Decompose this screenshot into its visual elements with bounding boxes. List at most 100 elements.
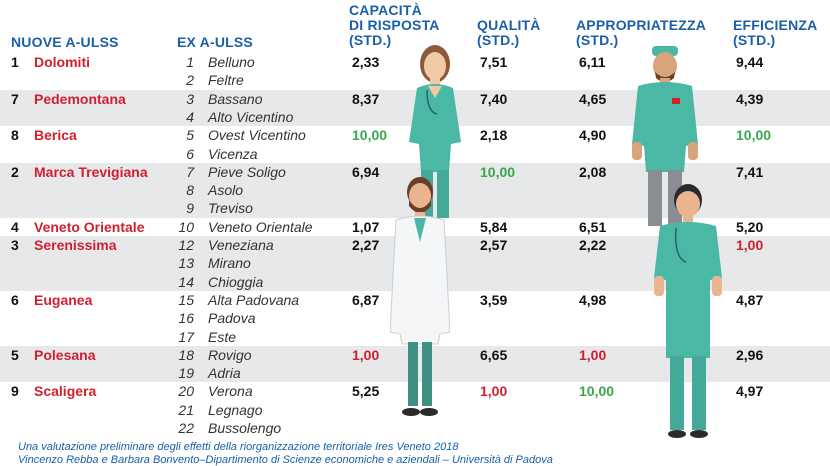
ulss-number: 7: [11, 90, 19, 107]
ex-ulss-name: Feltre: [208, 72, 244, 89]
header-nuove-a-ulss: NUOVE A-ULSS: [11, 34, 119, 50]
ex-ulss-number: 19: [178, 365, 194, 382]
efficienza-value: 1,00: [736, 237, 764, 253]
qualita-value: 1,00: [480, 383, 508, 400]
capacita-value: 6,87: [352, 291, 380, 308]
ulss-name: Euganea: [34, 291, 93, 308]
efficienza-value: 5,20: [736, 218, 764, 235]
qualita-value: 6,65: [480, 346, 508, 363]
ulss-name: Marca Trevigiana: [34, 163, 148, 180]
qualita-value: 5,84: [480, 218, 508, 235]
appropriatezza-value: 4,90: [579, 127, 607, 144]
ex-ulss-number: 9: [186, 200, 194, 217]
capacita-value: 6,94: [352, 163, 380, 180]
efficienza-value: 4,97: [736, 383, 764, 400]
efficienza-value: 10,00: [736, 127, 772, 144]
appropriatezza-value: 10,00: [579, 383, 615, 400]
ulss-number: 6: [11, 291, 19, 308]
efficienza-value: 7,41: [736, 163, 764, 180]
ex-ulss-number: 7: [186, 163, 194, 180]
appropriatezza-value: 6,11: [579, 54, 606, 70]
ex-ulss-name: Padova: [208, 310, 256, 327]
ex-ulss-number: 22: [178, 420, 194, 436]
capacita-value: 5,25: [352, 383, 380, 400]
ulss-number: 3: [11, 237, 19, 253]
ex-ulss-name: Veneto Orientale: [208, 218, 313, 235]
table-row: 7 Pedemontana 8,37 7,40 4,65 4,39 3 Bassano: [0, 89, 830, 108]
ex-ulss-number: 5: [186, 127, 194, 144]
table-row: 9 Scaligera 5,25 1,00 10,00 4,97 20 Verona: [0, 382, 830, 400]
ulss-name: Berica: [34, 127, 77, 144]
appropriatezza-value: 2,08: [579, 163, 607, 180]
ex-ulss-name: Treviso: [208, 200, 253, 217]
capacita-value: 2,27: [352, 237, 380, 253]
appropriatezza-value: 2,22: [579, 237, 607, 253]
ex-ulss-name: Belluno: [208, 54, 255, 70]
ulss-number: 8: [11, 127, 19, 144]
table-row: 6 Euganea 6,87 3,59 4,98 4,87 15 Alta Padovana: [0, 291, 830, 309]
capacita-value: 2,33: [352, 54, 380, 70]
ex-ulss-number: 1: [186, 54, 194, 70]
table-subrow: 21 Legnago: [0, 401, 830, 419]
ex-ulss-number: 12: [178, 237, 194, 253]
ex-ulss-name: Chioggia: [208, 273, 264, 290]
ulss-name: Dolomiti: [34, 54, 90, 70]
ex-ulss-number: 3: [186, 90, 194, 107]
footnote-authors: Vincenzo Rebba e Barbara Bonvento–Dipart…: [18, 454, 553, 466]
header-efficienza: EFFICIENZA (STD.): [733, 17, 818, 48]
ex-ulss-number: 8: [186, 182, 194, 199]
ulss-number: 5: [11, 346, 19, 363]
table-row: 4 Veneto Orientale 1,07 5,84 6,51 5,20 10 Venet…: [0, 218, 830, 236]
appropriatezza-value: 1,00: [579, 346, 607, 363]
male-nurse-illustration: [654, 184, 722, 438]
ex-ulss-name: Rovigo: [208, 346, 252, 363]
appropriatezza-value: 6,51: [579, 218, 607, 235]
header-qualita: QUALITÀ (STD.): [477, 17, 541, 48]
ex-ulss-name: Veneziana: [208, 237, 274, 253]
ex-ulss-name: Verona: [208, 383, 253, 400]
ex-ulss-number: 4: [186, 108, 194, 125]
ulss-name: Serenissima: [34, 237, 117, 253]
ex-ulss-number: 6: [186, 145, 194, 162]
ex-ulss-number: 13: [178, 255, 194, 272]
ex-ulss-name: Mirano: [208, 255, 251, 272]
ulss-name: Veneto Orientale: [34, 218, 145, 235]
ex-ulss-number: 14: [178, 273, 194, 290]
efficienza-value: 4,39: [736, 90, 764, 107]
ex-ulss-name: Asolo: [208, 182, 244, 199]
ulss-name: Polesana: [34, 346, 96, 363]
ex-ulss-name: Pieve Soligo: [208, 163, 286, 180]
qualita-value: 10,00: [480, 163, 516, 180]
ex-ulss-name: Ovest Vicentino: [208, 127, 306, 144]
ex-ulss-name: Legnago: [208, 401, 263, 418]
male-surgeon-illustration: [632, 46, 698, 226]
header-capacita-di-risposta: CAPACITÀ DI RISPOSTA (STD.): [349, 2, 440, 48]
qualita-value: 2,18: [480, 127, 508, 144]
qualita-value: 3,59: [480, 291, 508, 308]
ex-ulss-name: Alta Padovana: [208, 291, 300, 308]
header-ex-a-ulss: EX A-ULSS: [177, 34, 253, 50]
capacita-value: 10,00: [352, 127, 388, 144]
ex-ulss-name: Adria: [208, 365, 241, 382]
qualita-value: 7,40: [480, 90, 508, 107]
ex-ulss-name: Vicenza: [208, 145, 258, 162]
table-subrow: 2 Feltre: [0, 71, 830, 89]
ex-ulss-number: 10: [178, 218, 194, 235]
ex-ulss-number: 20: [178, 383, 194, 400]
table-row: 2 Marca Trevigiana 6,94 10,00 2,08 7,41 7 Pieve…: [0, 162, 830, 182]
ulss-number: 9: [11, 383, 19, 400]
table-subrow: 17 Este: [0, 328, 830, 346]
efficienza-value: 2,96: [736, 346, 764, 363]
table-row: 1 Dolomiti 2,33 7,51 6,11 9,44 1 Belluno: [0, 53, 830, 71]
table-subrow: 16 Padova: [0, 309, 830, 327]
capacita-value: 1,07: [352, 218, 380, 235]
ex-ulss-number: 2: [186, 72, 194, 89]
ulss-name: Pedemontana: [34, 90, 126, 107]
ex-ulss-name: Bassano: [208, 90, 263, 107]
efficienza-value: 9,44: [736, 54, 764, 70]
footnote-source: Una valutazione preliminare degli effett…: [18, 441, 459, 453]
ex-ulss-name: Bussolengo: [208, 420, 282, 436]
ex-ulss-number: 21: [178, 401, 194, 418]
ex-ulss-number: 17: [178, 328, 194, 345]
appropriatezza-value: 4,98: [579, 291, 607, 308]
